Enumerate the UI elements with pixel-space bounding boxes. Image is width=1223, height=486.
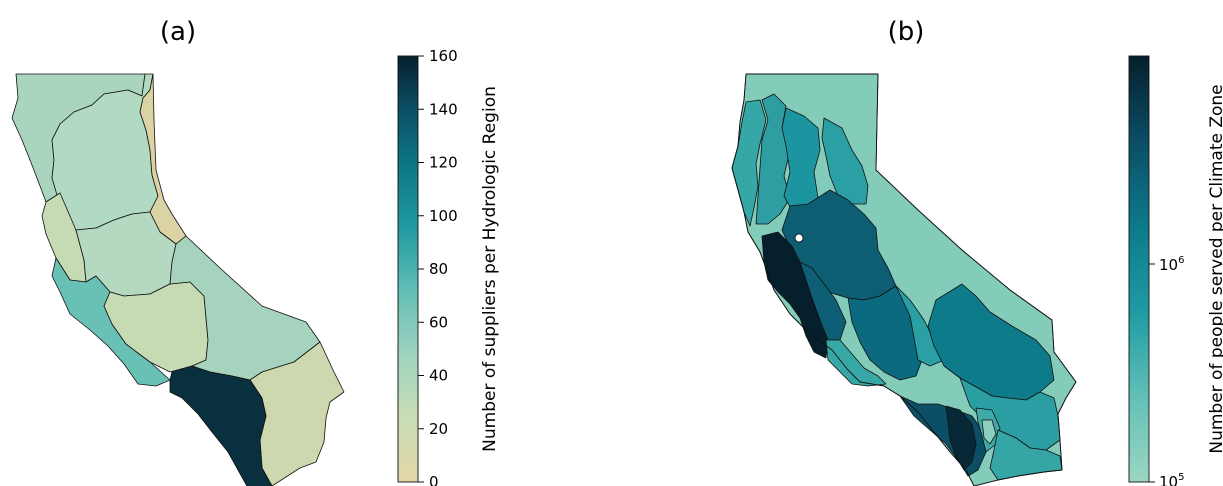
- colorbar-a-tick-label: 160: [429, 47, 458, 65]
- panel-a: (a) 0 20 40 60 80 100 120 140 160: [11, 17, 500, 486]
- colorbar-a-gradient: [397, 55, 419, 483]
- colorbar-a-tick-label: 80: [429, 260, 448, 278]
- map-b: [731, 73, 1077, 486]
- colorbar-a-label: Number of suppliers per Hydrologic Regio…: [480, 86, 500, 452]
- zone-north-inland-3: [821, 117, 869, 205]
- colorbar-a-tick-label: 0: [429, 473, 439, 486]
- region-south-coast: [169, 365, 273, 486]
- colorbar-a-tick-label: 20: [429, 420, 448, 438]
- panel-b: (b): [731, 17, 1223, 486]
- colorbar-a-ticks: 0 20 40 60 80 100 120 140 160: [418, 47, 458, 486]
- colorbar-b-gradient: [1128, 55, 1150, 483]
- colorbar-a-tick-label: 120: [429, 154, 458, 172]
- colorbar-b-label: Number of people served per Climate Zone: [1207, 84, 1223, 453]
- colorbar-a-tick-label: 140: [429, 100, 458, 118]
- zone-central-coast: [825, 339, 887, 387]
- colorbar-a: 0 20 40 60 80 100 120 140 160 Number of supplier…: [397, 47, 500, 486]
- colorbar-a-tick-label: 40: [429, 367, 448, 385]
- colorbar-b-tick-1e5: 105: [1159, 472, 1184, 486]
- zone-light-pocket: [981, 419, 997, 445]
- panel-b-title: (b): [888, 17, 925, 47]
- bay-marker: [794, 233, 804, 243]
- colorbar-a-tick-label: 60: [429, 313, 448, 331]
- colorbar-a-tick-label: 100: [429, 207, 458, 225]
- panel-a-title: (a): [160, 17, 196, 47]
- zone-sf-bay: [761, 231, 829, 359]
- colorbar-b-tick-1e6: 106: [1159, 255, 1184, 274]
- state-outline-b: [731, 73, 1077, 486]
- zone-la-basin: [945, 405, 977, 471]
- map-a: [11, 73, 345, 486]
- colorbar-b: 105 106 Number of people served per Clim…: [1128, 55, 1223, 486]
- zone-sierra: [895, 285, 945, 367]
